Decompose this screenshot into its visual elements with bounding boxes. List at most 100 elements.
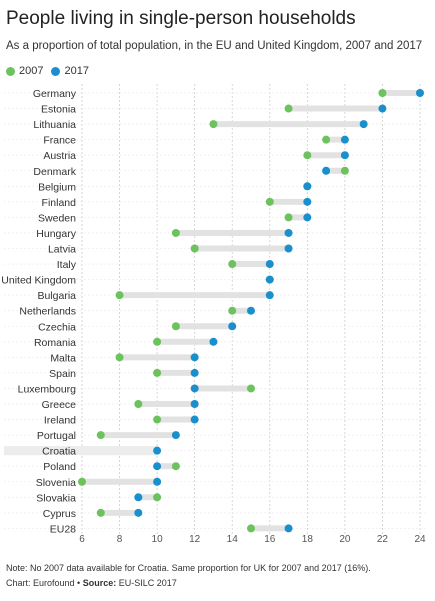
point-2007-finland (265, 197, 274, 206)
point-2017-germany (416, 89, 424, 97)
point-2017-romania (209, 337, 218, 346)
point-2017-finland (303, 197, 312, 206)
point-2007-ireland (153, 415, 162, 424)
category-label-bulgaria: Bulgaria (37, 290, 76, 302)
category-label-latvia: Latvia (48, 244, 76, 256)
chart-subtitle: As a proportion of total population, in … (6, 40, 423, 52)
credit-separator: • (74, 578, 83, 588)
legend-label-2017: 2017 (64, 65, 89, 77)
category-label-denmark: Denmark (33, 166, 76, 178)
category-label-poland: Poland (43, 461, 76, 473)
x-tick-label-10: 10 (152, 534, 164, 545)
category-label-hungary: Hungary (36, 228, 76, 240)
category-label-luxembourg: Luxembourg (18, 383, 77, 395)
point-2007-latvia (190, 244, 199, 253)
point-2007-czechia (171, 322, 180, 331)
category-label-slovenia: Slovenia (36, 477, 76, 489)
point-2017-slovenia (153, 477, 162, 486)
point-2017-luxembourg (190, 384, 199, 393)
point-2007-netherlands (228, 306, 237, 315)
x-tick-label-20: 20 (339, 534, 351, 545)
point-2017-italy (265, 260, 274, 269)
point-2017-estonia (378, 104, 387, 113)
point-2007-sweden (284, 213, 293, 222)
point-2017-spain (190, 368, 199, 377)
point-2017-hungary (284, 228, 293, 237)
point-2017-lithuania (359, 120, 368, 129)
x-tick-label-18: 18 (302, 534, 314, 545)
category-label-croatia: Croatia (42, 446, 76, 458)
point-2007-germany (378, 89, 387, 97)
category-label-belgium: Belgium (38, 181, 76, 193)
legend: 2007 2017 (6, 65, 97, 77)
x-tick-label-16: 16 (264, 534, 276, 545)
x-tick-label-24: 24 (414, 534, 426, 545)
legend-item-2017: 2017 (51, 65, 89, 77)
point-2017-belgium (303, 182, 312, 191)
source-text: EU-SILC 2017 (116, 578, 177, 588)
point-2017-croatia (153, 446, 162, 455)
category-label-germany: Germany (33, 88, 77, 100)
point-2017-eu28 (284, 524, 293, 533)
category-label-austria: Austria (43, 150, 76, 162)
category-label-portugal: Portugal (37, 430, 76, 442)
point-2007-greece (134, 400, 143, 408)
point-2017-slovakia (134, 493, 143, 502)
point-2007-lithuania (209, 120, 218, 129)
x-tick-label-14: 14 (227, 534, 239, 545)
category-label-greece: Greece (42, 399, 77, 411)
point-2007-romania (153, 337, 162, 346)
point-2007-cyprus (96, 508, 105, 517)
point-2007-spain (153, 368, 162, 377)
point-2007-malta (115, 353, 124, 362)
point-2007-hungary (171, 228, 180, 237)
category-label-czechia: Czechia (38, 321, 76, 333)
category-label-romania: Romania (34, 337, 76, 349)
point-2017-sweden (303, 213, 312, 222)
point-2017-united-kingdom (265, 275, 274, 284)
point-2017-denmark (322, 166, 331, 175)
point-2017-ireland (190, 415, 199, 424)
category-label-france: France (43, 135, 76, 147)
point-2007-eu28 (247, 524, 255, 533)
source-label: Source: (82, 578, 117, 588)
dumbbell-chart: Germany Estonia Lithuania France Austria Denm… (1, 84, 428, 545)
point-2017-cyprus (134, 508, 143, 517)
point-2017-czechia (228, 322, 237, 331)
point-2007-slovakia (153, 493, 162, 502)
category-label-netherlands: Netherlands (19, 306, 76, 318)
point-2017-austria (340, 151, 349, 160)
point-2017-greece (190, 400, 199, 408)
category-label-malta: Malta (50, 352, 76, 364)
legend-item-2007: 2007 (6, 65, 43, 77)
point-2007-france (322, 135, 331, 144)
category-label-eu28: EU28 (50, 523, 76, 535)
point-2017-france (340, 135, 349, 144)
point-2007-denmark (340, 166, 349, 175)
point-2007-bulgaria (115, 291, 124, 300)
point-2017-poland (153, 462, 162, 471)
x-tick-label-6: 6 (79, 534, 85, 545)
legend-label-2007: 2007 (19, 65, 44, 77)
category-label-ireland: Ireland (44, 415, 76, 427)
legend-swatch-2017 (51, 66, 61, 76)
category-label-finland: Finland (42, 197, 77, 209)
point-2017-netherlands (247, 306, 255, 315)
x-tick-label-12: 12 (189, 534, 201, 545)
point-2007-italy (228, 260, 237, 269)
category-label-italy: Italy (57, 259, 77, 271)
point-2017-malta (190, 353, 199, 362)
category-label-spain: Spain (49, 368, 76, 380)
point-2017-latvia (284, 244, 293, 253)
credit-text: Chart: Eurofound (6, 578, 75, 588)
x-tick-label-8: 8 (117, 534, 123, 545)
point-2007-portugal (96, 431, 105, 440)
category-label-lithuania: Lithuania (33, 119, 76, 131)
point-2007-poland (171, 462, 180, 471)
category-label-united-kingdom: United Kingdom (1, 275, 76, 287)
legend-swatch-2007 (6, 66, 15, 76)
category-label-cyprus: Cyprus (43, 508, 76, 520)
point-2017-portugal (171, 431, 180, 440)
category-label-sweden: Sweden (38, 212, 76, 224)
point-2017-bulgaria (265, 291, 274, 300)
